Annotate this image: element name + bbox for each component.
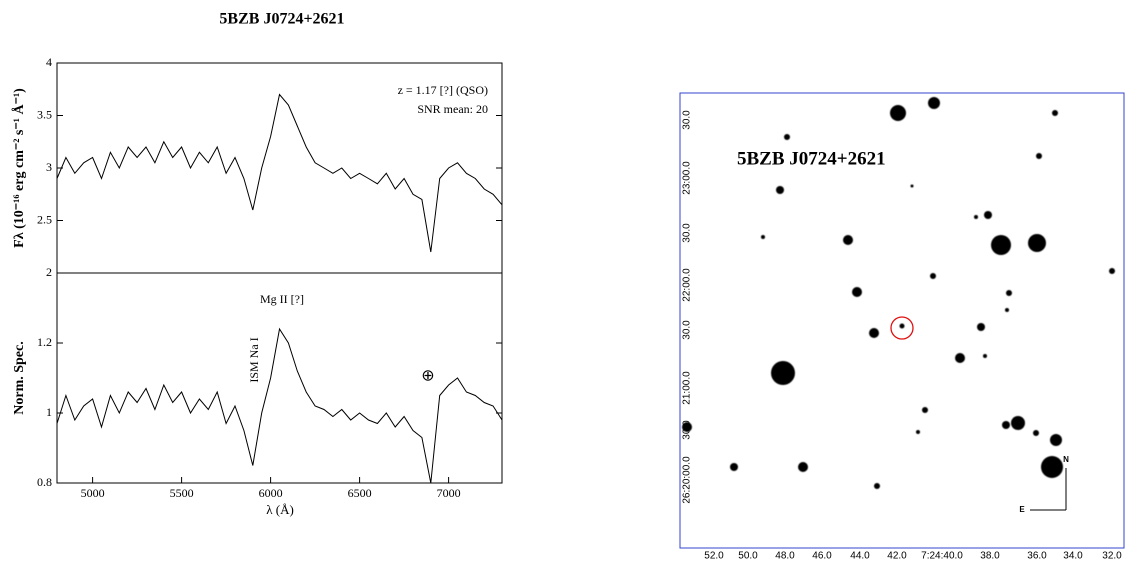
chart-title: 5BZB J0724+2621 [219,11,344,28]
y-axis-label: Fλ (10⁻¹⁶ erg cm⁻² s⁻¹ Å⁻¹) [11,88,27,248]
star [852,287,862,297]
dec-tick-label: 21:00.0 [682,371,693,405]
spectrum-line [56,327,503,484]
star [1005,308,1009,312]
star [984,211,992,219]
annotation: z = 1.17 [?] (QSO) [398,83,488,97]
y-tick-label: 2.5 [37,212,52,226]
ra-tick-label: 7:24:40.0 [921,551,963,562]
star [1028,234,1046,252]
ra-tick-label: 52.0 [704,551,724,562]
ra-tick-label: 34.0 [1063,551,1083,562]
star [784,134,790,140]
star [874,483,880,489]
y-tick-label: 0.8 [37,475,52,489]
star [843,235,853,245]
star [922,407,928,413]
dec-tick-label: 23:00.0 [682,161,693,195]
star [974,215,978,219]
annotation: ⊕ [421,368,434,385]
ra-tick-label: 48.0 [775,551,795,562]
y-tick-label: 2 [46,265,52,279]
x-axis-label: λ (Å) [266,502,294,517]
ra-tick-label: 50.0 [738,551,758,562]
spectrum-line [56,93,503,253]
dec-tick-label: 30.0 [682,420,693,440]
star [761,235,765,239]
star [1036,153,1042,159]
y-tick-label: 1 [46,405,52,419]
star [899,323,905,329]
star [682,422,692,432]
star [1006,290,1012,296]
star [1002,421,1010,429]
ra-tick-label: 36.0 [1027,551,1047,562]
ra-tick-label: 44.0 [850,551,870,562]
star [977,323,985,331]
star [991,235,1011,255]
ra-tick-label: 46.0 [812,551,832,562]
north-label: N [1063,455,1069,464]
x-tick-label: 5000 [81,486,105,500]
east-label: E [1019,505,1025,514]
dec-tick-label: 26:20:00.0 [682,456,693,504]
y-tick-label: 3 [46,160,52,174]
annotation: Mg II [?] [260,292,304,306]
star [776,186,784,194]
annotation: ISM Na I [247,337,261,382]
ra-tick-label: 32.0 [1102,551,1122,562]
y-tick-label: 3.5 [37,107,52,121]
star [869,328,879,338]
ra-tick-label: 38.0 [980,551,1000,562]
ra-tick-label: 42.0 [887,551,907,562]
star [955,353,965,363]
y-tick-label: 4 [46,55,52,69]
dec-tick-label: 30.0 [682,223,693,243]
star [1033,430,1039,436]
x-tick-label: 7000 [437,486,461,500]
y-axis-label: Norm. Spec. [12,341,27,415]
dec-tick-label: 30.0 [682,320,693,340]
star [983,354,987,358]
star [798,462,808,472]
star [1041,456,1063,478]
finding-chart-label: 5BZB J0724+2621 [737,148,886,169]
x-tick-label: 6000 [259,486,283,500]
dec-tick-label: 30.0 [682,110,693,130]
star [890,105,906,121]
star [730,463,738,471]
star [910,184,914,188]
x-tick-label: 6500 [348,486,372,500]
dec-tick-label: 22:00.0 [682,268,693,302]
star [916,430,920,434]
plot-frame [56,272,503,484]
annotation: SNR mean: 20 [417,102,488,116]
star [771,361,795,385]
star [930,273,936,279]
x-tick-label: 5500 [170,486,194,500]
star [1011,416,1025,430]
stars [682,97,1115,489]
star [928,97,940,109]
target-marker [890,316,914,340]
star [1050,434,1062,446]
y-tick-label: 1.2 [37,335,52,349]
star [1109,268,1115,274]
star [1052,110,1058,116]
